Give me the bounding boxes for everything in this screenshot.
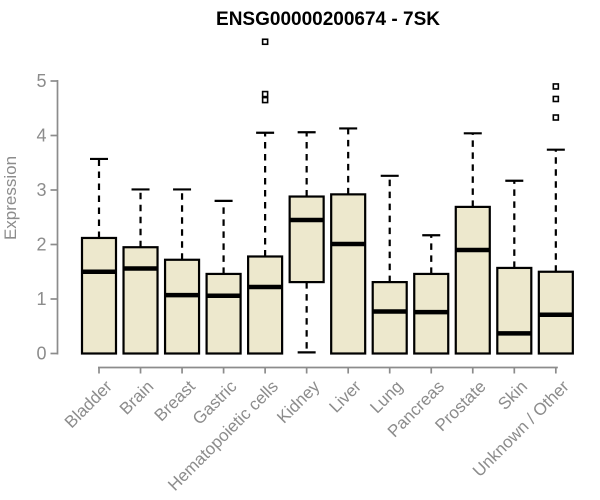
y-tick-label: 5 [36, 71, 46, 91]
box-rect [122, 246, 159, 355]
box-gastric [205, 199, 242, 355]
box-rect [163, 258, 201, 355]
box-pancreas [413, 234, 450, 355]
box-rect [288, 195, 325, 284]
y-tick-label: 1 [36, 289, 46, 309]
outlier-point [552, 95, 560, 103]
box-prostate [454, 132, 491, 355]
box-unknown-other [537, 83, 574, 355]
box-brain [122, 188, 159, 355]
x-tick-label-bladder: Bladder [61, 377, 116, 432]
box-rect [454, 205, 491, 355]
boxes-group [80, 38, 574, 355]
x-tick-label-skin: Skin [494, 377, 531, 414]
box-rect [496, 266, 533, 355]
outlier-point [552, 114, 560, 121]
box-rect [371, 281, 408, 355]
box-breast [163, 188, 201, 355]
outlier-point [552, 83, 560, 90]
y-tick-label: 4 [36, 126, 46, 146]
box-rect [80, 236, 118, 355]
y-tick-label: 2 [36, 235, 46, 255]
y-axis-label: Expression [1, 156, 20, 240]
box-bladder [80, 157, 118, 355]
box-kidney [288, 131, 325, 354]
box-lung [371, 174, 408, 355]
box-rect [330, 193, 367, 355]
outlier-point [261, 38, 269, 46]
y-axis: 0 1 2 3 4 5 [36, 71, 59, 364]
x-tick-label-liver: Liver [326, 377, 366, 417]
box-hematopoietic-cells [247, 38, 284, 355]
box-rect [205, 272, 242, 355]
box-rect [247, 255, 284, 355]
y-tick-label: 0 [36, 344, 46, 364]
box-skin [496, 179, 533, 355]
chart-title: ENSG00000200674 - 7SK [216, 9, 440, 30]
x-tick-label-kidney: Kidney [273, 377, 324, 428]
y-tick-label: 3 [36, 180, 46, 200]
outlier-point [261, 96, 269, 104]
outlier-point [261, 90, 269, 98]
box-liver [330, 127, 367, 355]
